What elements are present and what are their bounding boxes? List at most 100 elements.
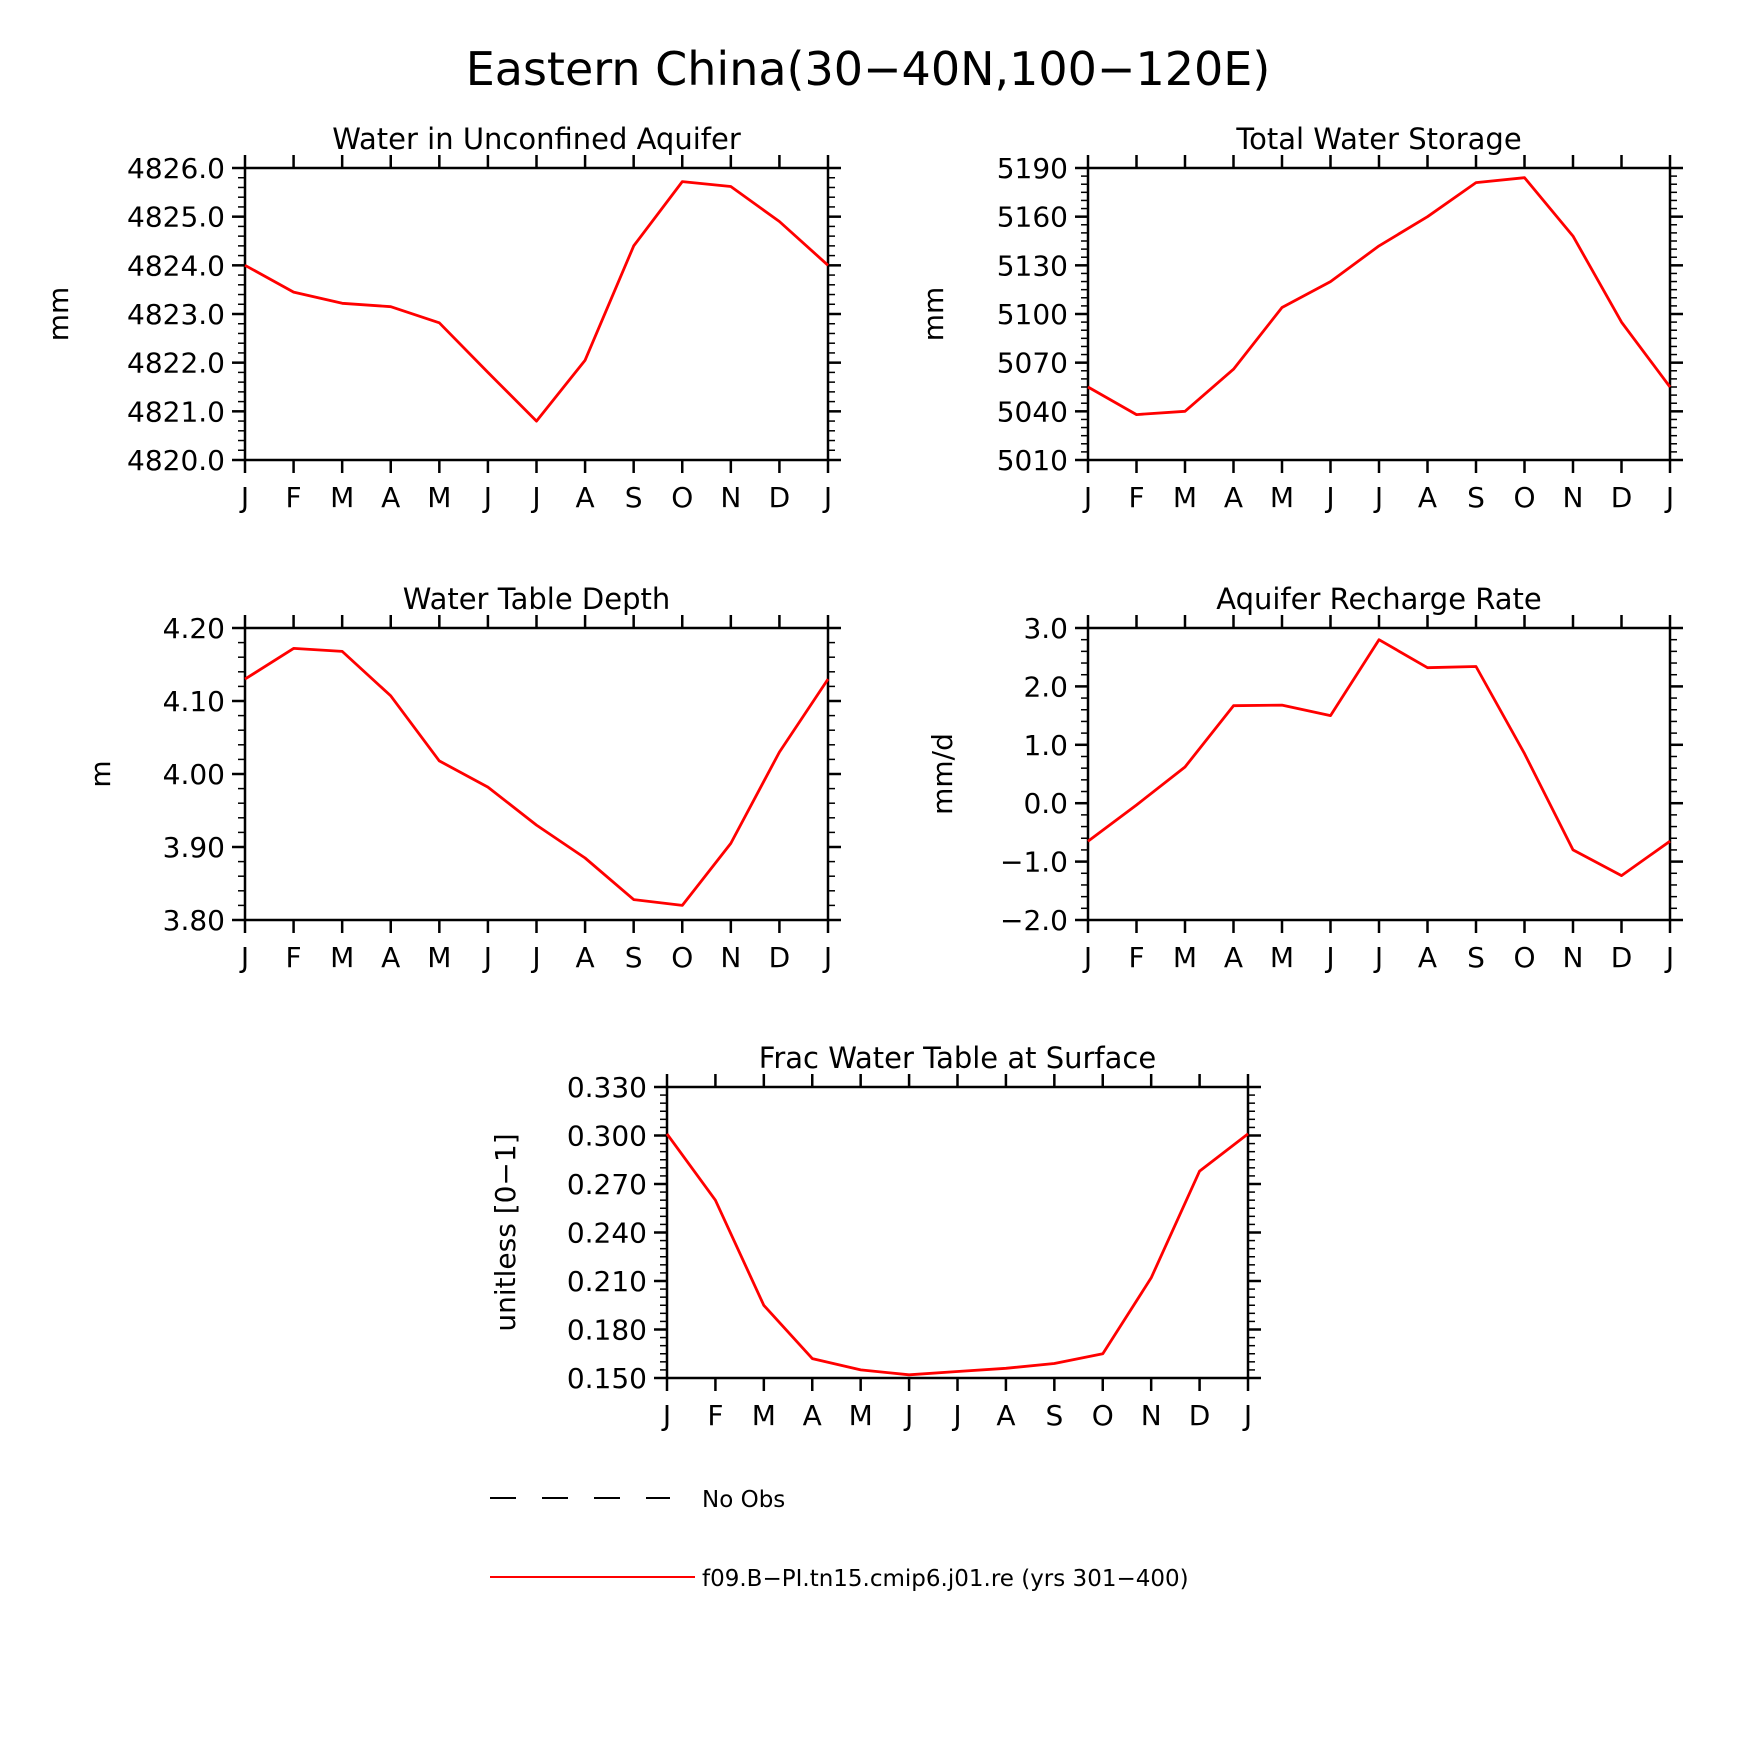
y-tick-label: 0.270 [567, 1168, 647, 1201]
x-tick-label: J [951, 1399, 961, 1432]
x-tick-label: O [1092, 1399, 1114, 1432]
x-tick-label: J [1373, 941, 1383, 974]
x-tick-label: A [1418, 941, 1437, 974]
x-tick-label: A [1224, 941, 1243, 974]
x-tick-label: J [239, 481, 249, 514]
x-tick-label: J [530, 941, 540, 974]
y-tick-label: 4.10 [163, 685, 225, 718]
x-tick-label: J [1242, 1399, 1252, 1432]
y-tick-label: 4824.0 [127, 249, 225, 282]
y-tick-label: 4826.0 [127, 152, 225, 185]
x-tick-label: A [576, 941, 595, 974]
y-axis-label: mm/d [926, 733, 959, 815]
plot-frame [665, 1085, 1250, 1380]
x-tick-label: J [822, 941, 832, 974]
x-tick-label: J [1324, 941, 1334, 974]
x-tick-label: D [769, 481, 791, 514]
series-line [1087, 638, 1671, 877]
x-tick-label: N [720, 481, 741, 514]
x-tick-label: N [1563, 481, 1584, 514]
y-tick-label: 3.80 [163, 904, 225, 937]
panel-title: Frac Water Table at Surface [759, 1041, 1156, 1075]
chart-panel-5: J F M A M J J A S O N D J0.1500.1800.2100.2400.2700.… [489, 1041, 1261, 1432]
x-tick-label: J [482, 941, 492, 974]
y-axis-label: unitless [0−1] [489, 1133, 522, 1331]
x-tick-label: M [427, 941, 451, 974]
x-tick-label: D [1189, 1399, 1211, 1432]
y-tick-label: 3.0 [1023, 612, 1068, 645]
x-tick-label: M [1173, 941, 1197, 974]
y-tick-label: 4.20 [163, 612, 225, 645]
x-tick-label: J [530, 481, 540, 514]
y-tick-label: 2.0 [1023, 670, 1068, 703]
y-tick-label: 5040 [997, 395, 1068, 428]
x-tick-label: J [1324, 481, 1334, 514]
x-tick-label: A [381, 481, 400, 514]
panel-title: Water Table Depth [403, 582, 671, 616]
x-tick-label: J [1664, 481, 1674, 514]
x-tick-label: J [1664, 941, 1674, 974]
y-tick-label: 4.00 [163, 758, 225, 791]
x-tick-label: D [769, 941, 791, 974]
y-tick-label: 4822.0 [127, 347, 225, 380]
x-tick-label: F [286, 941, 302, 974]
y-axis-label: mm [917, 287, 950, 342]
x-tick-label: S [1467, 481, 1485, 514]
series-line [665, 1132, 1249, 1377]
y-tick-label: −1.0 [1000, 846, 1068, 879]
x-tick-label: O [671, 941, 693, 974]
x-tick-label: S [625, 481, 643, 514]
x-tick-label: M [752, 1399, 776, 1432]
x-tick-label: O [1513, 941, 1535, 974]
chart-panel-1: J F M A M J J A S O N D J4820.04821.04822.04823.0482… [42, 122, 841, 514]
x-tick-label: J [239, 941, 249, 974]
x-tick-label: A [996, 1399, 1015, 1432]
x-tick-label: M [330, 941, 354, 974]
x-tick-label: M [849, 1399, 873, 1432]
y-tick-label: 0.180 [567, 1314, 647, 1347]
y-tick-label: 0.330 [567, 1071, 647, 1104]
y-tick-label: 0.240 [567, 1217, 647, 1250]
y-tick-label: 0.0 [1023, 787, 1068, 820]
plot-frame [243, 166, 830, 462]
y-tick-label: 0.150 [567, 1362, 647, 1395]
chart-panels: J F M A M J J A S O N D J4820.04821.04822.04823.0482… [42, 122, 1683, 1432]
y-tick-label: 0.210 [567, 1265, 647, 1298]
x-tick-label: N [1563, 941, 1584, 974]
x-tick-label: S [625, 941, 643, 974]
x-tick-label: F [707, 1399, 723, 1432]
legend: No Obs f09.B−PI.tn15.cmip6.j01.re (yrs 3… [490, 1487, 1189, 1592]
plot-frame [1086, 166, 1672, 462]
y-tick-label: 0.300 [567, 1120, 647, 1153]
panel-title: Water in Unconfined Aquifer [332, 122, 741, 156]
y-tick-label: 5130 [997, 249, 1068, 282]
x-tick-label: J [903, 1399, 913, 1432]
x-tick-label: F [1128, 481, 1144, 514]
x-tick-label: D [1611, 481, 1633, 514]
series-line [1087, 176, 1672, 417]
y-tick-label: 5190 [997, 152, 1068, 185]
series-line [244, 647, 830, 907]
x-tick-label: M [330, 481, 354, 514]
x-tick-label: F [286, 481, 302, 514]
x-tick-label: N [1141, 1399, 1162, 1432]
y-tick-label: 4823.0 [127, 298, 225, 331]
y-tick-label: 5160 [997, 201, 1068, 234]
x-tick-label: D [1611, 941, 1633, 974]
x-tick-label: A [576, 481, 595, 514]
x-tick-label: A [1418, 481, 1437, 514]
y-tick-label: 4825.0 [127, 201, 225, 234]
y-tick-label: 4821.0 [127, 395, 225, 428]
x-tick-label: S [1045, 1399, 1063, 1432]
chart-panel-2: J F M A M J J A S O N D J501050405070510051305160519… [917, 122, 1683, 514]
y-tick-label: 4820.0 [127, 444, 225, 477]
y-axis-label: mm [42, 287, 75, 342]
panel-title: Total Water Storage [1235, 122, 1521, 156]
legend-model-label: f09.B−PI.tn15.cmip6.j01.re (yrs 301−400) [702, 1566, 1189, 1592]
x-tick-label: O [671, 481, 693, 514]
panel-title: Aquifer Recharge Rate [1216, 582, 1542, 616]
x-tick-label: A [803, 1399, 822, 1432]
y-tick-label: 5100 [997, 298, 1068, 331]
